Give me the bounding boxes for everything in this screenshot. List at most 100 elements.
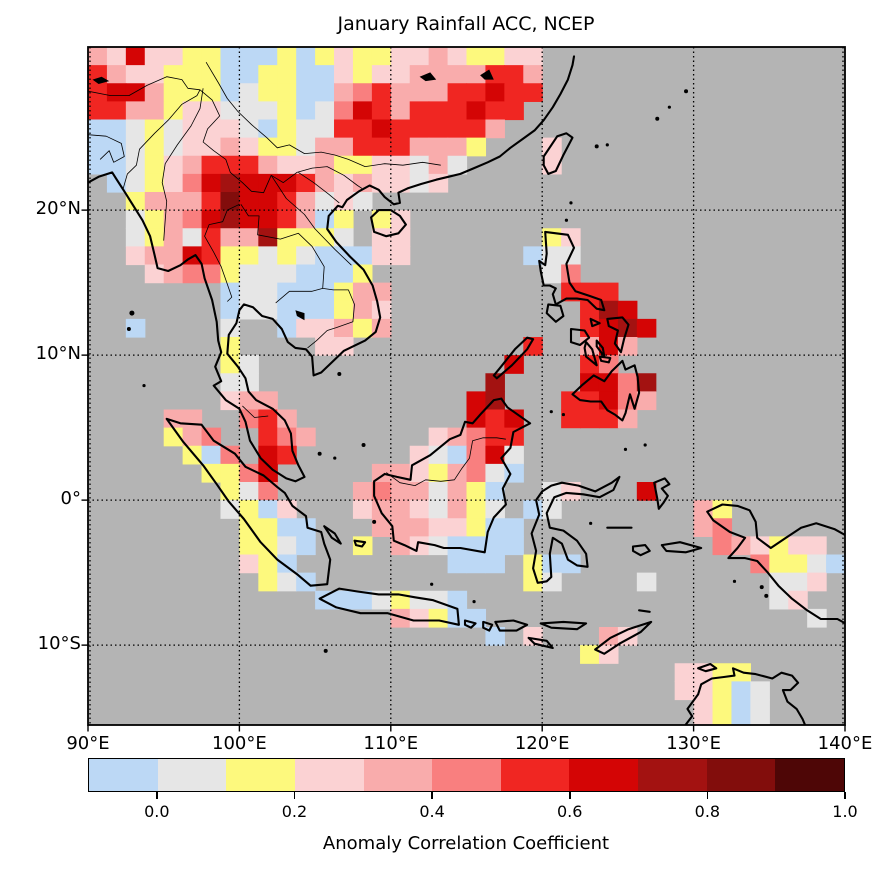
small-island xyxy=(605,143,609,147)
map-cell xyxy=(769,590,789,610)
map-cell xyxy=(523,65,543,84)
map-cell xyxy=(163,264,184,284)
map-cell xyxy=(220,500,240,519)
map-cell xyxy=(106,101,127,121)
map-cell xyxy=(485,101,505,121)
map-cell xyxy=(807,554,827,574)
coastline xyxy=(697,662,718,673)
map-cell xyxy=(125,137,146,157)
map-cell xyxy=(371,246,392,266)
map-cell xyxy=(504,445,524,465)
map-cell xyxy=(296,518,316,537)
map-cell xyxy=(712,663,733,682)
map-cell xyxy=(447,463,468,483)
map-cell xyxy=(277,572,297,592)
map-cell xyxy=(182,427,203,447)
map-cell xyxy=(409,518,430,537)
coastline xyxy=(353,539,367,548)
coastline xyxy=(165,417,332,587)
map-cell xyxy=(315,173,335,193)
map-cell xyxy=(542,554,562,574)
small-island xyxy=(323,648,328,653)
map-cell xyxy=(485,83,505,102)
coastline xyxy=(583,341,598,367)
country-border xyxy=(275,288,323,304)
map-cell xyxy=(220,137,240,157)
map-cell xyxy=(485,554,505,574)
map-cell xyxy=(296,173,316,193)
map-cell xyxy=(258,500,278,519)
map-cell xyxy=(352,47,373,66)
map-cell xyxy=(125,318,146,338)
map-cell xyxy=(352,282,373,302)
map-cell xyxy=(106,155,127,175)
map-cell xyxy=(201,83,222,102)
map-cell xyxy=(428,47,449,66)
map-cell xyxy=(315,83,335,102)
map-cell xyxy=(769,572,789,592)
map-cell xyxy=(144,47,165,66)
map-cell xyxy=(182,101,203,121)
map-cell xyxy=(239,119,259,139)
map-cell xyxy=(598,282,619,302)
colorbar-segment xyxy=(294,759,364,791)
map-cell xyxy=(239,355,259,374)
coastline xyxy=(492,336,535,380)
map-cell xyxy=(125,155,146,175)
map-cell xyxy=(447,119,468,139)
colorbar-segment xyxy=(363,759,433,791)
coastlines xyxy=(88,55,845,725)
colorbar-segment xyxy=(500,759,570,791)
map-cell xyxy=(258,155,278,175)
map-cell xyxy=(296,119,316,139)
map-cell xyxy=(88,119,108,139)
map-cell xyxy=(334,137,354,157)
map-cell xyxy=(523,627,543,646)
x-tick-label: 90°E xyxy=(66,733,110,754)
coastline xyxy=(370,209,407,238)
colorbar-tick-label: 0.2 xyxy=(281,802,308,821)
map-cell xyxy=(88,155,108,175)
coastline xyxy=(88,55,576,483)
map-cell xyxy=(334,282,354,302)
colorbar-label: Anomaly Correlation Coefficient xyxy=(322,833,610,854)
map-cell xyxy=(163,65,184,84)
map-cell xyxy=(334,119,354,139)
map-cell xyxy=(258,264,278,284)
colorbar xyxy=(88,758,845,792)
map-cell xyxy=(485,500,505,519)
map-cell xyxy=(561,228,581,247)
map-cell xyxy=(277,300,297,320)
map-cell xyxy=(447,500,468,519)
map-cell xyxy=(125,65,146,84)
map-cell xyxy=(447,482,468,501)
coastline xyxy=(323,525,342,545)
map-cell xyxy=(504,65,524,84)
map-cell xyxy=(485,518,505,537)
colorbar-segment xyxy=(775,759,845,791)
x-tick-label: 110°E xyxy=(363,733,419,754)
coastline xyxy=(482,620,494,632)
colorbar-segment xyxy=(569,759,639,791)
map-cell xyxy=(296,246,316,266)
map-cell xyxy=(201,65,222,84)
map-cell xyxy=(334,337,354,356)
map-cell xyxy=(334,590,354,610)
map-cell xyxy=(390,608,411,628)
map-cell xyxy=(352,482,373,501)
map-cell xyxy=(466,427,487,447)
map-cell xyxy=(201,246,222,266)
small-island xyxy=(430,582,434,586)
map-cell xyxy=(296,101,316,121)
map-cell xyxy=(144,83,165,102)
small-island xyxy=(317,451,322,456)
map-cell xyxy=(334,210,354,229)
map-cell xyxy=(220,355,240,374)
map-cell xyxy=(466,391,487,411)
map-cell xyxy=(277,101,297,121)
lake xyxy=(419,72,437,82)
map-cell xyxy=(636,391,657,411)
map-cell xyxy=(561,482,581,501)
map-cell xyxy=(201,137,222,157)
coastline xyxy=(569,327,591,347)
